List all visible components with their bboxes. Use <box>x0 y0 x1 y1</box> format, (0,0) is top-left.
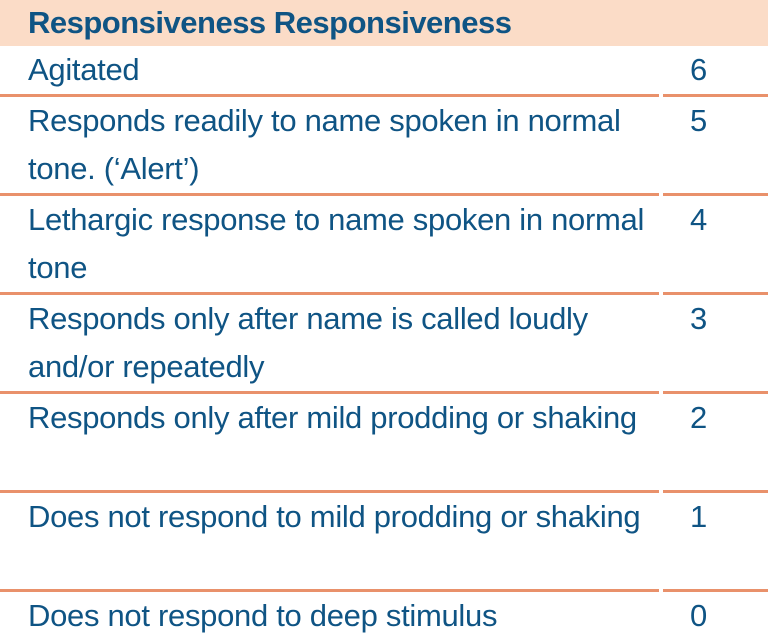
row-description: Responds readily to name spoken in norma… <box>0 97 659 196</box>
table-row: Agitated 6 <box>0 46 768 97</box>
table-row: Does not respond to deep stimulus 0 <box>0 592 768 636</box>
row-description: Responds only after mild prodding or sha… <box>0 394 659 493</box>
table-row: Does not respond to mild prodding or sha… <box>0 493 768 592</box>
row-score: 2 <box>663 394 768 493</box>
table-row: Responds readily to name spoken in norma… <box>0 97 768 196</box>
row-description: Agitated <box>0 46 659 97</box>
row-description: Lethargic response to name spoken in nor… <box>0 196 659 295</box>
row-description: Does not respond to mild prodding or sha… <box>0 493 659 592</box>
row-description: Does not respond to deep stimulus <box>28 598 498 633</box>
table-row: Responds only after mild prodding or sha… <box>0 394 768 493</box>
row-score: 1 <box>663 493 768 592</box>
table-row: Lethargic response to name spoken in nor… <box>0 196 768 295</box>
table-header: Responsiveness Responsiveness <box>0 0 768 46</box>
row-score: 0 <box>690 598 708 633</box>
row-score: 4 <box>663 196 768 295</box>
row-score: 5 <box>663 97 768 196</box>
row-score: 3 <box>663 295 768 394</box>
row-score: 6 <box>663 46 768 97</box>
table-row: Responds only after name is called loudl… <box>0 295 768 394</box>
row-description: Responds only after name is called loudl… <box>0 295 659 394</box>
